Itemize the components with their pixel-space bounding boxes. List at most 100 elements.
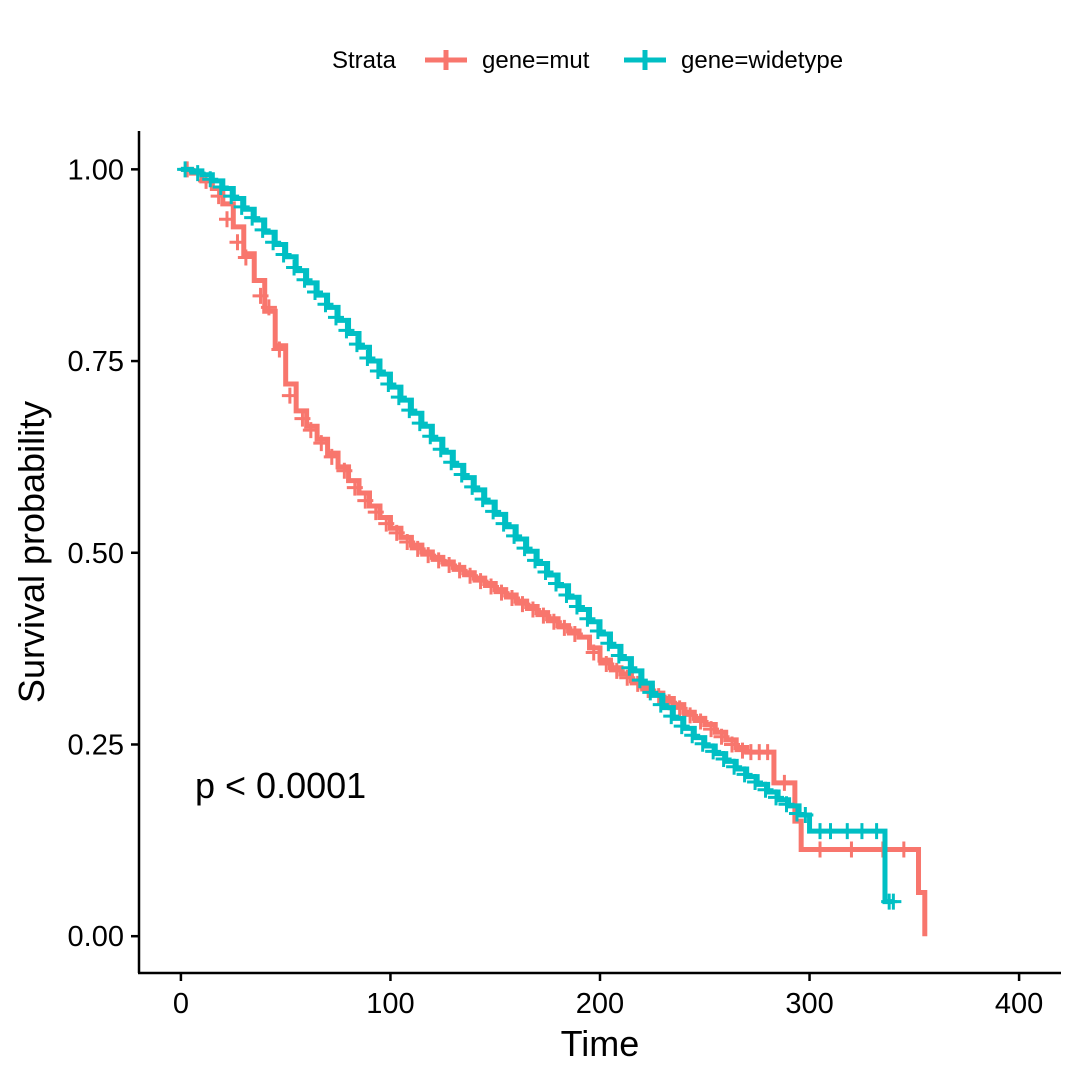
censor-mark [357,492,374,509]
censor-mark [369,363,386,380]
censor-mark [229,234,246,251]
censor-mark [547,575,564,592]
censor-mark [237,249,254,266]
censor-mark [585,644,602,661]
censor-mark [223,188,240,205]
legend-title: Strata [332,47,397,74]
censor-mark [271,341,288,358]
censor-mark [336,462,353,479]
censor-mark [747,774,764,791]
y-tick-label: 1.00 [68,154,124,186]
censor-mark [726,758,743,775]
censor-mark [286,259,303,276]
censor-mark [212,178,229,195]
censor-marks-gene-mut [179,161,912,858]
y-tick-label: 0.00 [68,921,124,953]
censor-mark [839,823,856,840]
censor-mark [430,552,447,569]
x-tick-label: 0 [173,988,189,1020]
censor-mark [359,349,376,366]
censor-mark [868,823,885,840]
censor-mark [579,610,596,627]
censor-mark [307,284,324,301]
censor-mark [464,478,481,495]
censor-mark [399,534,416,551]
censor-mark [202,171,219,188]
censor-mark [537,563,554,580]
legend: Strata gene=mut gene=widetype [332,47,843,74]
censor-mark [736,766,753,783]
x-tick-label: 100 [366,988,414,1020]
x-tick-label: 300 [785,988,833,1020]
censor-mark [485,503,502,520]
censor-mark [495,515,512,532]
censor-mark [516,540,533,557]
censor-mark [177,161,194,178]
censor-mark [822,823,839,840]
censor-mark [797,807,814,824]
survival-curve-gene-mut [180,166,928,937]
censor-mark [317,296,334,313]
censor-mark [642,684,659,701]
censor-mark [281,387,298,404]
censor-mark [451,562,468,579]
censor-mark [441,557,458,574]
censor-mark [432,441,449,458]
censor-mark [734,742,751,759]
legend-label: gene=widetype [681,47,843,74]
censor-mark [275,246,292,263]
y-axis-title: Survival probability [11,401,52,703]
censor-mark [219,211,236,228]
censor-mark [589,622,606,639]
censor-marks-gene-widetype [177,161,902,910]
censor-mark [619,669,636,686]
censor-mark [682,707,699,724]
censor-mark [556,619,573,636]
censor-mark [768,789,785,806]
censor-mark [462,567,479,584]
censor-mark [260,299,277,316]
censor-mark [843,841,860,858]
censor-mark [608,662,625,679]
x-axis: 0 100 200 300 400 [173,973,1043,1020]
censor-mark [724,736,741,753]
censor-mark [313,435,330,452]
censor-mark [757,781,774,798]
censor-mark [610,647,627,664]
censor-mark [472,573,489,590]
plot-area [177,161,928,937]
censor-mark [514,596,531,613]
censor-mark [705,743,722,760]
censor-mark [409,540,426,557]
censor-mark [692,713,709,730]
y-tick-label: 0.25 [68,729,124,761]
censor-mark [474,491,491,508]
x-tick-label: 200 [576,988,624,1020]
censor-mark [568,598,585,615]
censor-mark [503,590,520,607]
censor-mark [694,735,711,752]
censor-mark [327,309,344,326]
y-axis: 0.00 0.25 0.50 0.75 1.00 [68,154,139,953]
y-tick-label: 0.50 [68,538,124,570]
censor-mark [631,672,648,689]
censor-mark [348,336,365,353]
censor-mark [323,448,340,465]
censor-mark [411,415,428,432]
censor-mark [453,466,470,483]
censor-mark [401,402,418,419]
legend-swatch [425,50,467,70]
censor-mark [885,893,902,910]
censor-mark [380,376,397,393]
censor-mark [443,454,460,471]
y-tick-label: 0.75 [68,346,124,378]
survival-curve-gene-widetype [180,166,894,905]
censor-mark [367,504,384,521]
censor-mark [493,584,510,601]
legend-swatch [624,50,666,70]
censor-mark [776,774,793,791]
censor-mark [338,322,355,339]
censor-mark [524,601,541,618]
censor-mark [388,524,405,541]
